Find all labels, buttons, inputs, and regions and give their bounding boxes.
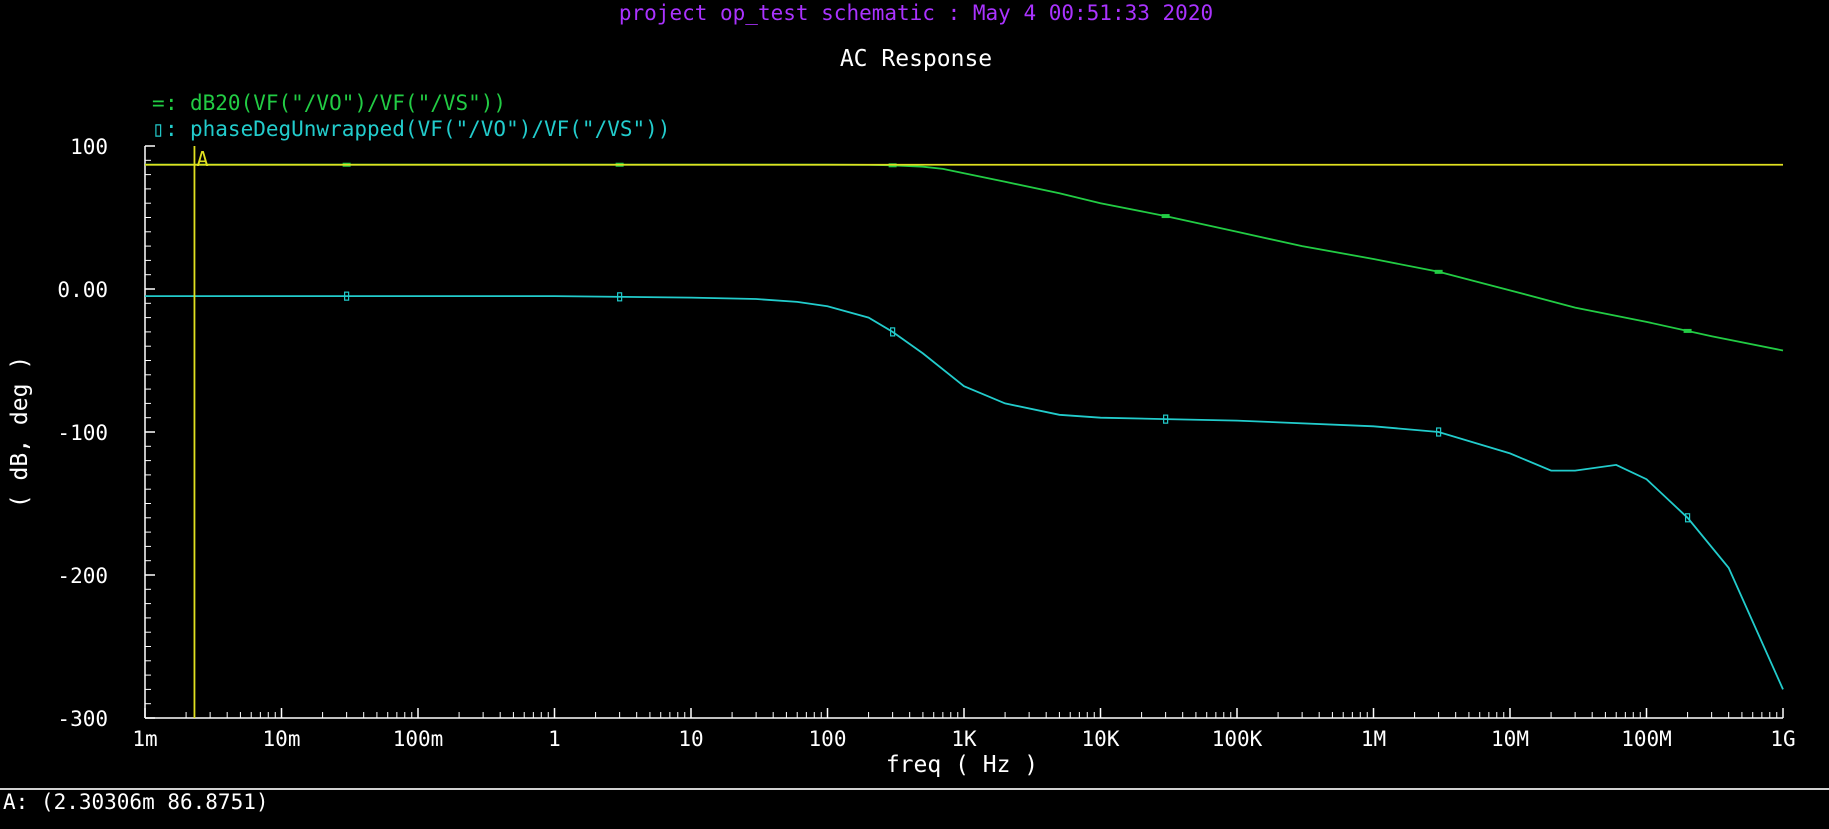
series-lines (145, 162, 1784, 690)
series-point-db20 (1434, 269, 1443, 274)
legend-sep-db20: : (165, 91, 178, 115)
y-tick-label: -300 (57, 707, 108, 731)
y-tick-label: 100 (70, 135, 108, 159)
x-tick-label: 1 (548, 727, 561, 751)
x-axis-label: freq ( Hz ) (886, 752, 1038, 778)
series-point-phase (344, 291, 350, 301)
series-point-phase (1684, 513, 1691, 523)
y-axis-ticks: 100 0.00 -100 -200 -300 (57, 135, 155, 731)
x-tick-label: 10 (678, 727, 703, 751)
x-tick-label: 10m (263, 727, 301, 751)
x-tick-label: 1m (132, 727, 157, 751)
legend-symbol-phase: ▯ (152, 117, 165, 141)
chart-title: AC Response (840, 46, 992, 72)
x-tick-label: 1K (951, 727, 977, 751)
x-tick-label: 10K (1082, 727, 1120, 751)
legend-entry-phase[interactable]: phaseDegUnwrapped(VF("/VO")/VF("/VS")) (190, 117, 670, 141)
legend-symbol-db20: = (152, 91, 165, 115)
cursor-readout: A: (2.30306m 86.8751) (3, 790, 269, 814)
x-tick-label: 100M (1621, 727, 1672, 751)
ac-response-plot: project op_test schematic : May 4 00:51:… (7, 1, 1796, 778)
legend-sep-phase: : (165, 117, 178, 141)
project-header: project op_test schematic : May 4 00:51:… (619, 1, 1213, 25)
marker-a[interactable]: A (145, 146, 1783, 718)
series-point-db20 (1683, 328, 1692, 333)
x-tick-label: 1M (1361, 727, 1386, 751)
y-axis-label: ( dB, deg ) (7, 356, 33, 508)
axes (144, 146, 1783, 719)
series-point-phase (1436, 427, 1442, 437)
legend-entry-db20[interactable]: dB20(VF("/VO")/VF("/VS")) (190, 91, 506, 115)
legend: = : dB20(VF("/VO")/VF("/VS")) ▯ : phaseD… (152, 91, 670, 141)
x-axis-ticks: 1m 10m 100m 1 10 100 1K 10K 100K 1M 10M 100M 1G (132, 708, 1796, 751)
series-line-phase (145, 295, 1784, 690)
x-tick-label: 1G (1770, 727, 1795, 751)
y-tick-label: -100 (57, 421, 108, 445)
series-point-phase (1163, 414, 1169, 424)
y-tick-label: -200 (57, 564, 108, 588)
series-point-db20 (1161, 214, 1170, 219)
x-tick-label: 100m (393, 727, 444, 751)
x-tick-label: 100 (809, 727, 847, 751)
series-point-phase (890, 327, 896, 337)
series-point-phase (617, 292, 623, 302)
status-bar: A: (2.30306m 86.8751) (0, 788, 1829, 829)
x-tick-label: 10M (1491, 727, 1529, 751)
x-tick-label: 100K (1212, 727, 1263, 751)
marker-label: A (196, 147, 208, 171)
y-tick-label: 0.00 (57, 278, 108, 302)
series-line-db20 (145, 163, 1784, 352)
